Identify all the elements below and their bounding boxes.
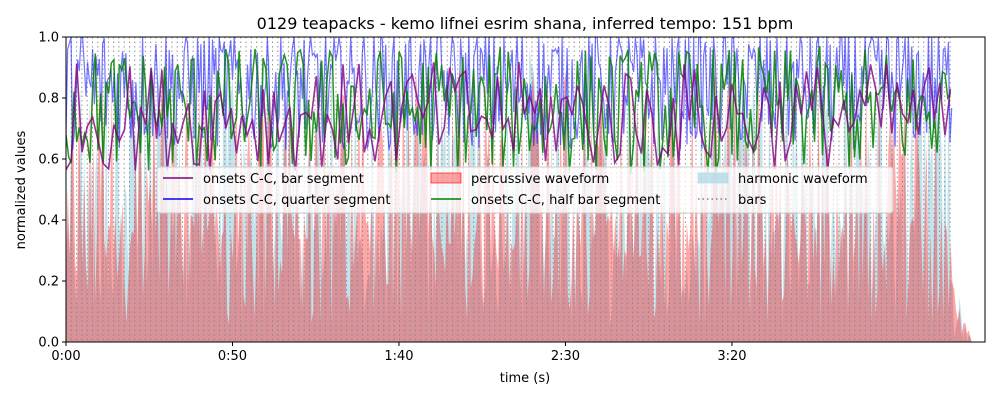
x-tick-label: 2:30 — [551, 349, 580, 364]
y-tick-label: 0.0 — [38, 336, 59, 351]
legend-label: bars — [738, 193, 767, 208]
legend-label: onsets C-C, bar segment — [203, 172, 364, 187]
legend-label: onsets C-C, quarter segment — [203, 193, 390, 208]
x-axis-label: time (s) — [500, 371, 550, 386]
x-tick-label: 0:00 — [51, 349, 80, 364]
y-axis-label: normalized values — [14, 130, 29, 249]
x-tick-label: 3:20 — [717, 349, 746, 364]
x-tick-label: 0:50 — [218, 349, 247, 364]
legend: onsets C-C, bar segment onsets C-C, quart… — [157, 167, 893, 213]
y-tick-label: 0.8 — [38, 92, 59, 107]
x-tick-label: 1:40 — [384, 349, 413, 364]
y-tick-label: 0.6 — [38, 153, 59, 168]
chart-title: 0129 teapacks - kemo lifnei esrim shana,… — [257, 14, 794, 33]
legend-label: harmonic waveform — [738, 172, 868, 187]
y-tick-label: 0.4 — [38, 214, 59, 229]
legend-swatch — [431, 173, 461, 183]
y-tick-label: 1.0 — [38, 31, 59, 46]
legend-label: onsets C-C, half bar segment — [471, 193, 660, 208]
y-tick-label: 0.2 — [38, 275, 59, 290]
legend-swatch — [698, 173, 728, 183]
legend-label: percussive waveform — [471, 172, 609, 187]
